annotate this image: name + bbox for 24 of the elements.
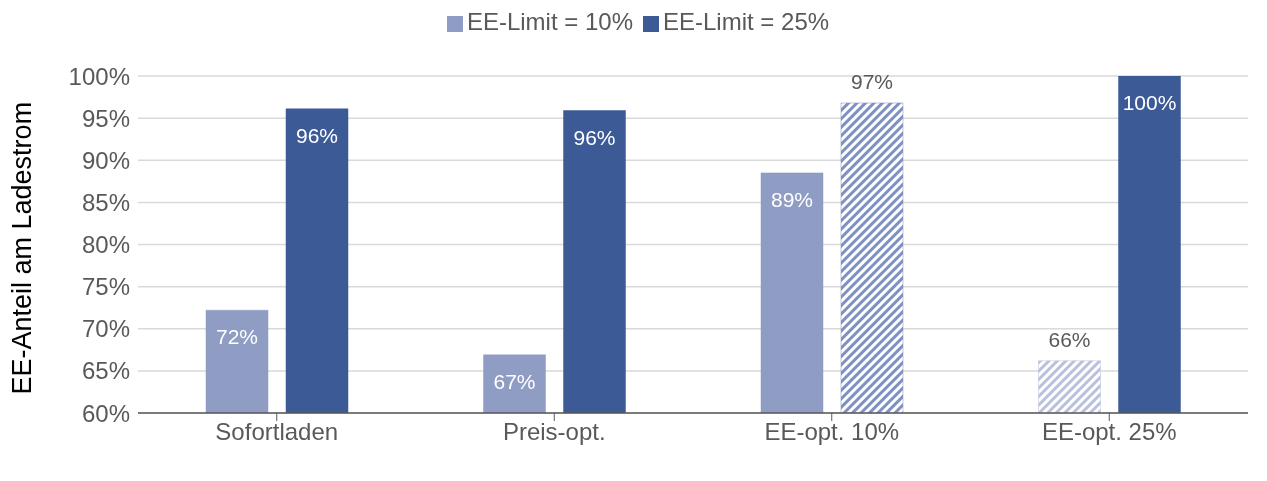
x-tick-label: EE-opt. 10% (764, 418, 900, 446)
data-label: 89% (770, 187, 814, 211)
data-label: 72% (215, 325, 259, 349)
y-tick-label: 75% (81, 273, 130, 301)
y-tick-label: 70% (81, 315, 130, 343)
data-label: 66% (1048, 327, 1091, 351)
y-axis-title: EE-Anteil am Ladestrom (6, 101, 37, 395)
y-tick-label: 95% (81, 104, 130, 132)
data-label: 100% (1122, 91, 1177, 114)
data-label: 96% (295, 123, 339, 147)
x-tick-label: Preis-opt. (502, 418, 606, 446)
y-tick-label: 65% (81, 357, 130, 385)
legend-label: EE-Limit = 25% (663, 8, 830, 35)
y-tick-label: 60% (81, 399, 130, 427)
data-label: 97% (850, 69, 894, 93)
y-tick-label: 100% (68, 62, 130, 90)
data-label: 67% (493, 369, 536, 393)
x-tick-label: EE-opt. 25% (1041, 418, 1177, 446)
legend-label: EE-Limit = 10% (466, 8, 633, 35)
x-tick-label: Sofortladen (215, 418, 339, 446)
y-tick-label: 80% (81, 231, 130, 259)
y-tick-label: 85% (81, 188, 130, 216)
data-label: 96% (573, 125, 616, 149)
y-tick-label: 90% (81, 146, 130, 174)
